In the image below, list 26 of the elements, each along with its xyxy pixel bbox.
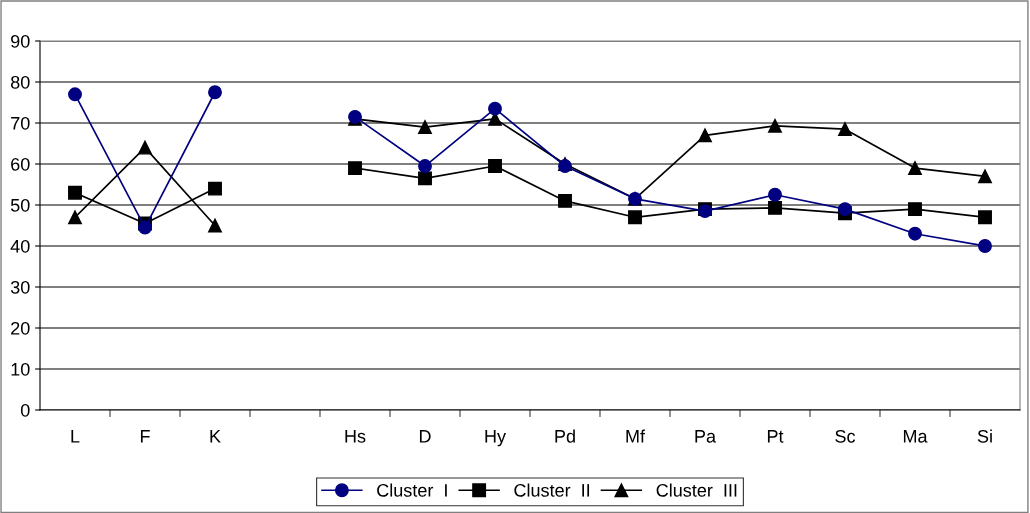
x-tick-label: Hs [345,430,366,443]
y-tick-label: 90 [11,34,30,48]
legend-label: Cluster III [656,483,737,497]
x-tick-label: F [140,430,150,443]
y-tick-label: 80 [10,75,30,89]
legend-label: Cluster I [377,483,447,497]
x-tick-label: D [419,430,431,443]
x-tick-label: Pt [767,430,784,443]
y-tick-label: 40 [10,239,30,253]
x-tick-label: Pa [695,430,717,443]
x-tick-label: Hy [485,430,506,447]
y-tick-label: 30 [10,280,30,294]
y-tick-label: 0 [20,403,30,417]
y-tick-label: 20 [11,321,30,335]
y-tick-label: 70 [11,116,30,130]
y-tick-label: 10 [11,362,30,376]
x-tick-label: Si [977,429,992,443]
x-tick-label: Ma [903,430,928,443]
y-tick-label: 60 [11,157,30,171]
x-tick-label: K [210,430,221,443]
x-tick-label: Mf [626,429,646,443]
x-tick-label: L [71,430,80,443]
x-tick-label: Pd [555,429,575,443]
x-tick-label: Sc [835,429,856,443]
y-tick-label: 50 [10,198,30,212]
legend-label: Cluster II [514,483,590,497]
